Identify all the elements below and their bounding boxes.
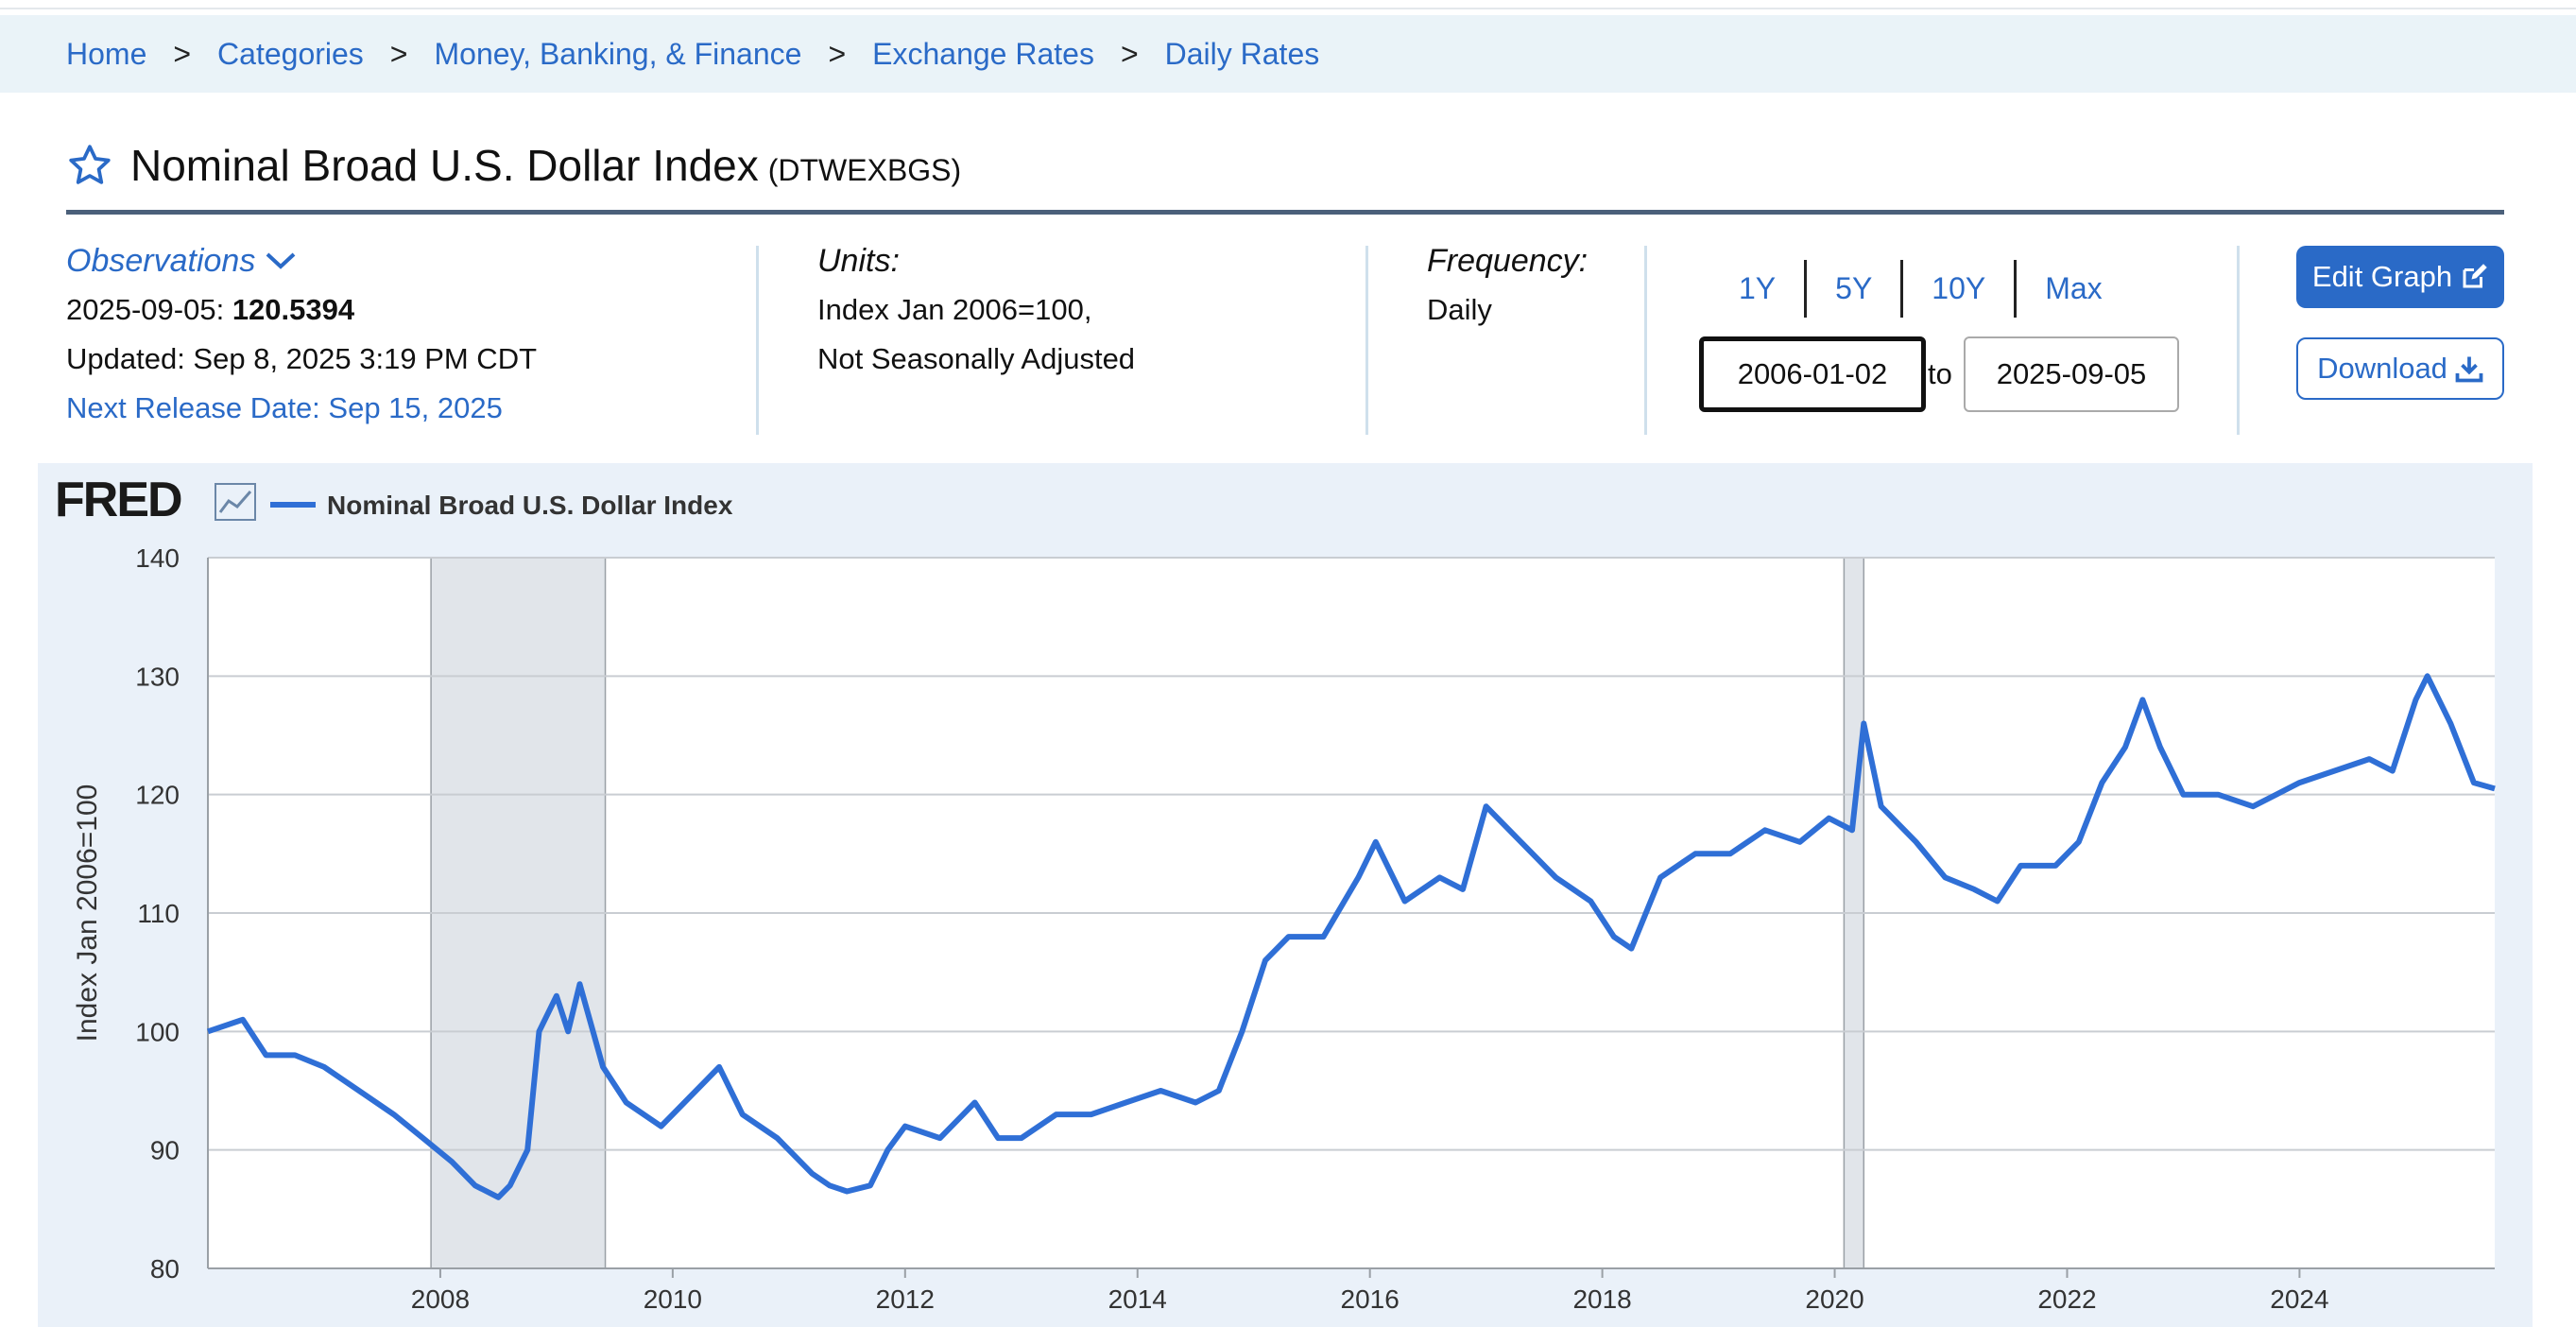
x-tick-label: 2018 xyxy=(1572,1284,1631,1314)
breadcrumb-categories[interactable]: Categories xyxy=(217,36,364,71)
breadcrumb-separator: > xyxy=(389,36,408,71)
units-label: Units: xyxy=(817,243,900,279)
x-tick-label: 2008 xyxy=(411,1284,470,1314)
units-line-2: Not Seasonally Adjusted xyxy=(817,342,1136,375)
x-tick-label: 2024 xyxy=(2270,1284,2328,1314)
page-title: Nominal Broad U.S. Dollar Index xyxy=(130,141,759,190)
chart-area: FRED Nominal Broad U.S. Dollar Index 80 9… xyxy=(38,463,2533,1327)
x-tick-label: 2014 xyxy=(1108,1284,1167,1314)
breadcrumb-exchange-rates[interactable]: Exchange Rates xyxy=(872,36,1094,71)
line-chart[interactable]: FRED Nominal Broad U.S. Dollar Index 80 9… xyxy=(38,463,2533,1327)
panel-divider xyxy=(1365,246,1368,435)
x-tick-label: 2016 xyxy=(1341,1284,1400,1314)
date-range-to-label: to xyxy=(1928,357,1952,390)
favorite-star-icon[interactable] xyxy=(66,142,113,189)
y-tick-label: 80 xyxy=(150,1254,180,1284)
frequency-value: Daily xyxy=(1427,293,1492,326)
download-button[interactable]: Download xyxy=(2296,337,2504,400)
series-header: Nominal Broad U.S. Dollar Index (DTWEXBG… xyxy=(66,132,961,198)
observations-panel: Observations 2025-09-05: 120.5394 Update… xyxy=(66,236,537,433)
updated-text: Updated: Sep 8, 2025 3:19 PM CDT xyxy=(66,342,538,375)
start-date-input[interactable]: 2006-01-02 xyxy=(1699,336,1926,412)
x-tick-label: 2010 xyxy=(644,1284,702,1314)
frequency-label: Frequency: xyxy=(1427,243,1589,279)
edit-graph-label: Edit Graph xyxy=(2311,260,2453,293)
x-tick-label: 2022 xyxy=(2037,1284,2096,1314)
legend-label: Nominal Broad U.S. Dollar Index xyxy=(327,491,733,520)
breadcrumb-separator: > xyxy=(1120,36,1139,71)
breadcrumb-daily-rates[interactable]: Daily Rates xyxy=(1164,36,1320,71)
observations-label: Observations xyxy=(66,243,256,279)
next-release-link[interactable]: Next Release Date: Sep 15, 2025 xyxy=(66,391,503,424)
observation-value: 120.5394 xyxy=(232,293,355,326)
range-1y-button[interactable]: 1Y xyxy=(1710,260,1808,318)
breadcrumb: Home > Categories > Money, Banking, & Fi… xyxy=(0,15,2576,93)
download-label: Download xyxy=(2317,352,2447,385)
top-divider xyxy=(0,8,2576,9)
units-line-1: Index Jan 2006=100, xyxy=(817,293,1092,326)
edit-graph-button[interactable]: Edit Graph xyxy=(2296,246,2504,308)
y-axis-label: Index Jan 2006=100 xyxy=(72,784,103,1043)
range-5y-button[interactable]: 5Y xyxy=(1807,260,1904,318)
title-divider xyxy=(66,210,2504,215)
panel-divider xyxy=(2237,246,2240,435)
y-tick-label: 130 xyxy=(135,662,180,691)
breadcrumb-separator: > xyxy=(828,36,847,71)
fred-logo: FRED xyxy=(55,473,181,527)
range-10y-button[interactable]: 10Y xyxy=(1903,260,2018,318)
breadcrumb-money-banking-finance[interactable]: Money, Banking, & Finance xyxy=(434,36,802,71)
y-tick-label: 120 xyxy=(135,781,180,810)
breadcrumb-home[interactable]: Home xyxy=(66,36,147,71)
units-panel: Units: Index Jan 2006=100, Not Seasonall… xyxy=(817,236,1135,384)
latest-observation: 2025-09-05: 120.5394 xyxy=(66,285,537,335)
frequency-panel: Frequency: Daily xyxy=(1427,236,1588,335)
range-selector: 1Y 5Y 10Y Max xyxy=(1710,260,2131,318)
observations-toggle[interactable]: Observations xyxy=(66,236,537,285)
chevron-down-icon xyxy=(266,252,296,269)
series-line[interactable] xyxy=(207,673,2496,1200)
end-date-input[interactable]: 2025-09-05 xyxy=(1964,336,2179,412)
observation-date: 2025-09-05: xyxy=(66,293,225,326)
y-tick-label: 110 xyxy=(137,899,180,928)
x-tick-label: 2012 xyxy=(876,1284,935,1314)
edit-icon xyxy=(2463,264,2487,288)
series-code: (DTWEXBGS) xyxy=(767,152,962,187)
panel-divider xyxy=(1644,246,1647,435)
x-tick-label: 2020 xyxy=(1805,1284,1863,1314)
panel-divider xyxy=(756,246,759,435)
y-tick-label: 90 xyxy=(150,1136,180,1165)
y-tick-label: 140 xyxy=(135,543,180,573)
breadcrumb-separator: > xyxy=(173,36,192,71)
range-max-button[interactable]: Max xyxy=(2045,271,2103,305)
y-tick-label: 100 xyxy=(135,1017,180,1046)
chart-toggle-icon[interactable] xyxy=(215,483,256,521)
download-icon xyxy=(2455,356,2483,383)
